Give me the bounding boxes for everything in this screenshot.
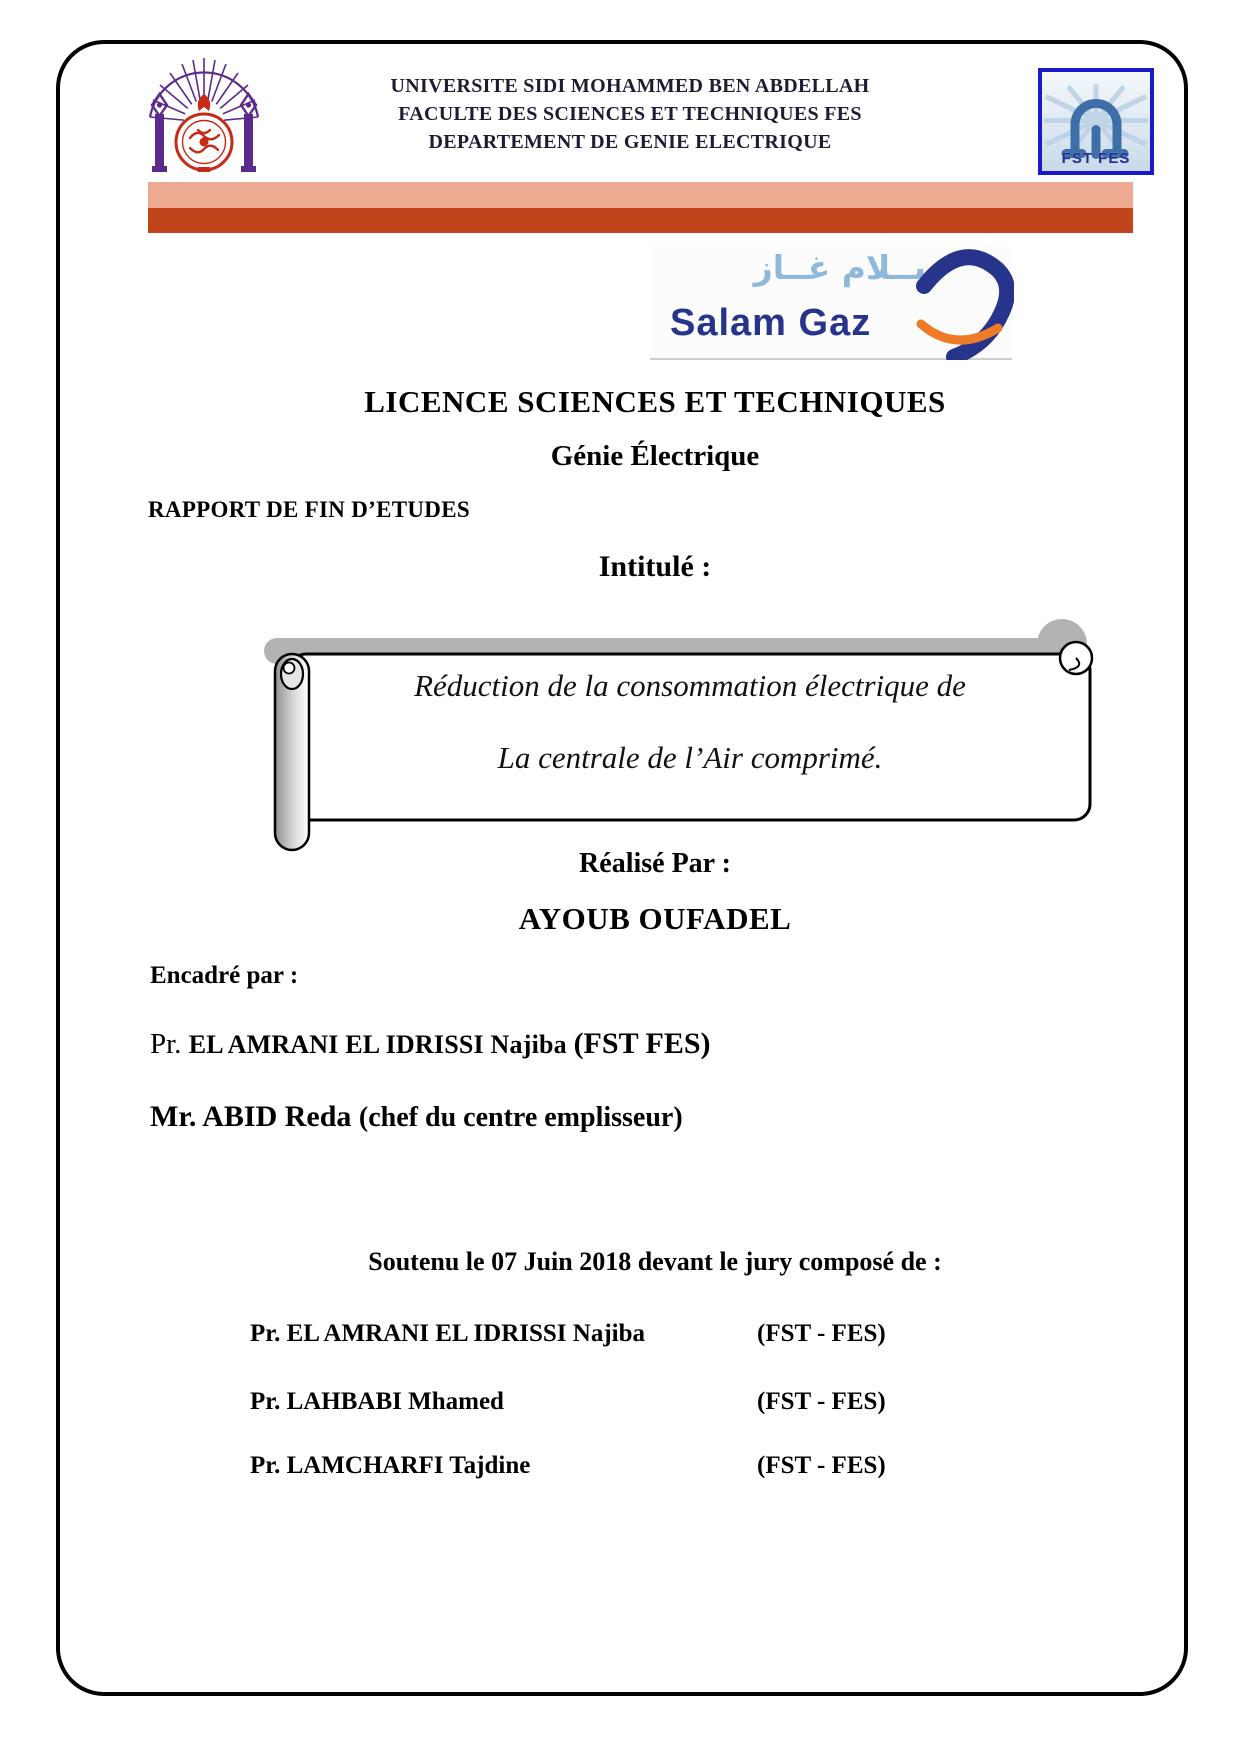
- jury-member-affiliation: (FST - FES): [757, 1452, 886, 1479]
- fst-fes-logo-label: FST FES: [1061, 150, 1131, 167]
- salam-gaz-logo: ســلام غــاز Salam Gaz: [650, 246, 1014, 360]
- encadre-par-label: Encadré par :: [150, 962, 299, 989]
- faculty-name: FACULTE DES SCIENCES ET TECHNIQUES FES: [398, 103, 862, 125]
- supervisor-line: Mr. ABID Reda (chef du centre emplisseur…: [150, 1100, 683, 1134]
- supervisor-name: EL AMRANI EL IDRISSI Najiba: [188, 1030, 574, 1059]
- jury-member-affiliation: (FST - FES): [757, 1320, 886, 1347]
- university-crest-icon: [148, 58, 260, 172]
- scroll-banner-icon: [264, 619, 1094, 852]
- salam-gaz-latin-text: Salam Gaz: [670, 302, 872, 344]
- supervisor-prefix: Pr.: [150, 1028, 189, 1060]
- jury-member-name: Pr. LAMCHARFI Tajdine: [250, 1452, 531, 1479]
- header-bar-dark: [148, 208, 1133, 233]
- supervisor-affiliation: (chef du centre emplisseur): [358, 1102, 683, 1133]
- report-type-label: RAPPORT DE FIN D’ETUDES: [148, 497, 470, 522]
- header-text-block: UNIVERSITE SIDI MOHAMMED BEN ABDELLAH FA…: [270, 72, 990, 156]
- specialty-title: Génie Électrique: [550, 440, 760, 472]
- jury-member-name: Pr. LAHBABI Mhamed: [250, 1388, 504, 1415]
- salam-gaz-arabic-text: ســلام غــاز: [753, 248, 946, 287]
- salam-gaz-swoosh-icon: [916, 249, 1014, 360]
- supervisor-name: ABID Reda: [202, 1100, 359, 1133]
- jury-member-name: Pr. EL AMRANI EL IDRISSI Najiba: [250, 1320, 646, 1347]
- supervisor-line: Pr. EL AMRANI EL IDRISSI Najiba (FST FES…: [150, 1027, 711, 1061]
- realise-par-label: Réalisé Par :: [579, 848, 731, 879]
- supervisor-affiliation: (FST FES): [573, 1027, 711, 1060]
- subject-title-line2: La centrale de l’Air comprimé.: [497, 740, 883, 775]
- fst-fes-logo-icon: FST FES: [1038, 68, 1154, 175]
- university-name: UNIVERSITE SIDI MOHAMMED BEN ABDELLAH: [390, 75, 870, 97]
- jury-member-affiliation: (FST - FES): [757, 1388, 886, 1415]
- header-bar-light: [148, 182, 1133, 208]
- jury-intro: Soutenu le 07 Juin 2018 devant le jury c…: [368, 1247, 942, 1276]
- intitule-label: Intitulé :: [598, 550, 712, 583]
- author-name: AYOUB OUFADEL: [518, 901, 792, 936]
- subject-title-line1: Réduction de la consommation électrique …: [414, 668, 966, 703]
- supervisor-prefix: Mr.: [150, 1100, 203, 1133]
- page-border: [56, 40, 1188, 1696]
- department-name: DEPARTEMENT DE GENIE ELECTRIQUE: [428, 131, 832, 153]
- program-title: LICENCE SCIENCES ET TECHNIQUES: [364, 384, 946, 419]
